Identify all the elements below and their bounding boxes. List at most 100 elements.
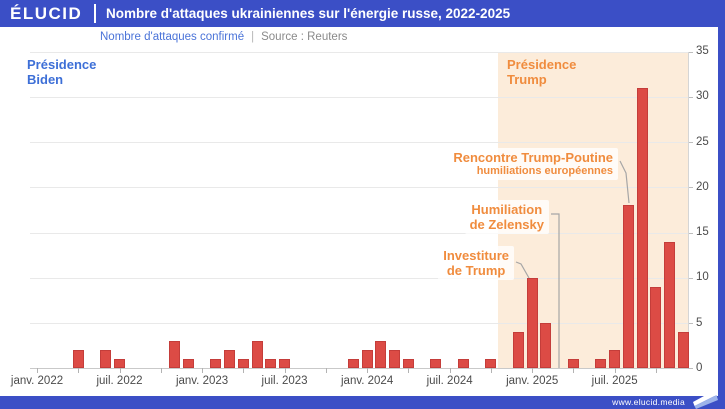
x-tick-label-7: juil. 2025 — [591, 375, 638, 388]
bar-2025-04 — [567, 359, 579, 369]
bar-2023-12 — [347, 359, 359, 369]
y-tick-25 — [688, 142, 693, 144]
x-tick-27 — [408, 368, 410, 374]
x-tick-42 — [614, 368, 616, 374]
y-tick-30 — [688, 96, 693, 98]
presidence-biden-line2: Biden — [27, 72, 64, 87]
bar-2023-07 — [279, 359, 291, 369]
bar-2025-01 — [526, 277, 538, 369]
y-axis-line — [688, 51, 689, 369]
bar-2025-11 — [664, 241, 676, 369]
bar-2024-10 — [485, 359, 497, 369]
x-tick-0 — [37, 368, 38, 374]
gridline-y-0 — [30, 368, 690, 370]
y-tick-0 — [688, 368, 693, 370]
right-border-strip — [718, 0, 725, 409]
source-label: Source : Reuters — [261, 31, 348, 43]
y-tick-15 — [688, 232, 693, 234]
annotation-humiliation-line1: Humiliation — [471, 202, 543, 217]
bar-2025-09 — [636, 87, 648, 369]
presidence-trump-line1: Présidence — [507, 57, 577, 72]
x-tick-33 — [490, 368, 492, 374]
x-tick-39 — [573, 368, 575, 374]
elucid-flag-icon — [693, 390, 718, 409]
x-tick-label-1: juil. 2022 — [96, 375, 143, 388]
annotation-investiture-line1: Investiture — [443, 248, 509, 263]
bar-2022-04 — [72, 350, 84, 369]
x-tick-6 — [119, 368, 121, 374]
x-tick-label-3: juil. 2023 — [261, 375, 308, 388]
bar-2025-08 — [622, 205, 634, 369]
x-tick-9 — [160, 368, 162, 374]
bar-2024-08 — [457, 359, 469, 369]
header-divider — [94, 4, 96, 23]
y-tick-label-30: 30 — [696, 90, 709, 103]
annotation-investiture-line2: de Trump — [446, 263, 506, 278]
x-tick-24 — [367, 368, 369, 374]
presidence-biden-line1: Présidence — [27, 57, 97, 72]
y-tick-20 — [688, 187, 693, 189]
bar-2022-11 — [169, 341, 181, 369]
metric-label: Nombre d'attaques confirmé — [100, 31, 245, 43]
x-tick-3 — [78, 368, 80, 374]
bar-2025-07 — [609, 350, 621, 369]
elucid-logo: ÉLUCID — [10, 3, 83, 23]
x-tick-label-6: janv. 2025 — [506, 375, 559, 388]
bar-2023-03 — [224, 350, 236, 369]
header-bar: ÉLUCID Nombre d'attaques ukrainiennes su… — [0, 0, 725, 27]
x-tick-36 — [532, 368, 534, 374]
presidence-biden-label: Présidence Biden — [27, 57, 96, 87]
gridline-y-10 — [30, 277, 690, 279]
bar-2022-06 — [100, 350, 112, 369]
y-tick-label-5: 5 — [696, 316, 703, 329]
annotation-rencontre-title: Rencontre Trump-Poutine — [453, 150, 613, 165]
bar-2022-07 — [114, 359, 126, 369]
bar-2023-04 — [237, 359, 249, 369]
bar-2025-02 — [540, 323, 552, 369]
gridline-y-20 — [30, 187, 690, 189]
y-tick-5 — [688, 323, 693, 325]
footer-url: www.elucid.media — [612, 397, 685, 407]
bar-2025-06 — [595, 359, 607, 369]
subtitle-separator: | — [251, 31, 255, 43]
y-tick-label-20: 20 — [696, 180, 709, 193]
bar-2023-02 — [210, 359, 222, 369]
gridline-y-5 — [30, 323, 690, 325]
y-tick-label-25: 25 — [696, 135, 709, 148]
y-tick-label-10: 10 — [696, 271, 709, 284]
x-tick-label-4: janv. 2024 — [341, 375, 394, 388]
x-tick-18 — [284, 368, 286, 374]
bar-2024-04 — [402, 359, 414, 369]
y-tick-label-15: 15 — [696, 226, 709, 239]
x-tick-label-2: janv. 2023 — [175, 375, 229, 388]
gridline-y-25 — [30, 142, 690, 144]
bar-2024-06 — [430, 359, 442, 369]
annotation-rencontre-trump-poutine: Rencontre Trump-Poutine humiliations eur… — [448, 148, 618, 180]
gridline-y-35 — [30, 51, 690, 53]
x-tick-label-0: janv. 2022 — [10, 375, 64, 388]
chart-title: Nombre d'attaques ukrainiennes sur l'éne… — [106, 6, 511, 21]
presidence-trump-label: Présidence Trump — [507, 57, 576, 87]
y-tick-35 — [688, 51, 693, 53]
annotation-investiture-trump: Investiture de Trump — [438, 246, 514, 280]
annotation-rencontre-subtitle: humiliations européennes — [476, 165, 613, 177]
y-tick-label-0: 0 — [696, 361, 703, 374]
bar-2024-01 — [361, 350, 373, 369]
bar-2025-10 — [650, 286, 662, 369]
bar-2024-02 — [375, 341, 387, 369]
y-tick-10 — [688, 277, 693, 279]
bar-2022-12 — [182, 359, 194, 369]
gridline-y-15 — [30, 232, 690, 234]
annotation-humiliation-line2: de Zelensky — [469, 217, 544, 232]
annotation-humiliation-zelensky: Humiliation de Zelensky — [464, 200, 549, 234]
x-tick-21 — [325, 368, 327, 374]
x-tick-45 — [655, 368, 657, 374]
y-tick-label-35: 35 — [696, 45, 709, 58]
x-tick-30 — [449, 368, 451, 374]
x-tick-12 — [202, 368, 204, 374]
chart-subtitle: Nombre d'attaques confirmé | Source : Re… — [100, 31, 347, 43]
bar-2023-06 — [265, 359, 277, 369]
gridline-y-30 — [30, 96, 690, 98]
